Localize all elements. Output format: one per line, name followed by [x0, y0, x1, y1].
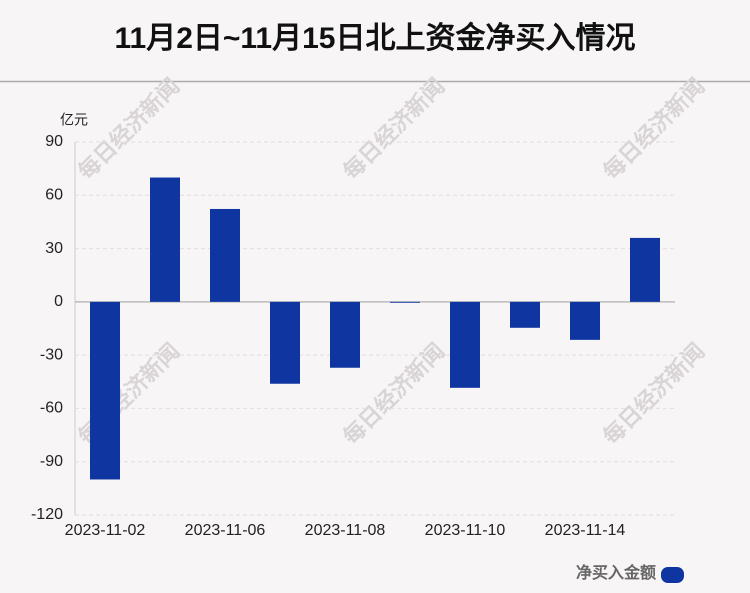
bar: [150, 177, 180, 302]
y-tick-label: -30: [40, 346, 63, 363]
bar: [210, 208, 240, 302]
bar: [630, 237, 660, 302]
bar: [510, 301, 540, 328]
chart-title: 11月2日~11月15日北上资金净买入情况: [114, 21, 635, 55]
bar: [330, 301, 360, 368]
y-tick-label: -60: [40, 400, 63, 417]
legend-swatch: [661, 567, 684, 583]
y-tick-label: 0: [54, 293, 63, 310]
legend-label: 净买入金额: [576, 563, 656, 582]
y-tick-label: 90: [45, 133, 63, 150]
y-tick-label: 30: [45, 240, 63, 257]
y-tick-label: 60: [45, 187, 63, 204]
x-tick-label: 2023-11-10: [425, 522, 506, 539]
y-tick-label: -120: [31, 506, 63, 523]
x-tick-label: 2023-11-02: [65, 522, 146, 539]
bar: [390, 301, 420, 303]
bar: [450, 301, 480, 388]
bar: [270, 301, 300, 384]
bar: [90, 301, 120, 480]
bar: [570, 301, 600, 340]
x-tick-label: 2023-11-08: [305, 522, 386, 539]
x-tick-label: 2023-11-06: [185, 522, 266, 539]
x-tick-label: 2023-11-14: [545, 522, 626, 539]
y-tick-label: -90: [40, 453, 63, 470]
y-unit: 亿元: [60, 112, 88, 128]
